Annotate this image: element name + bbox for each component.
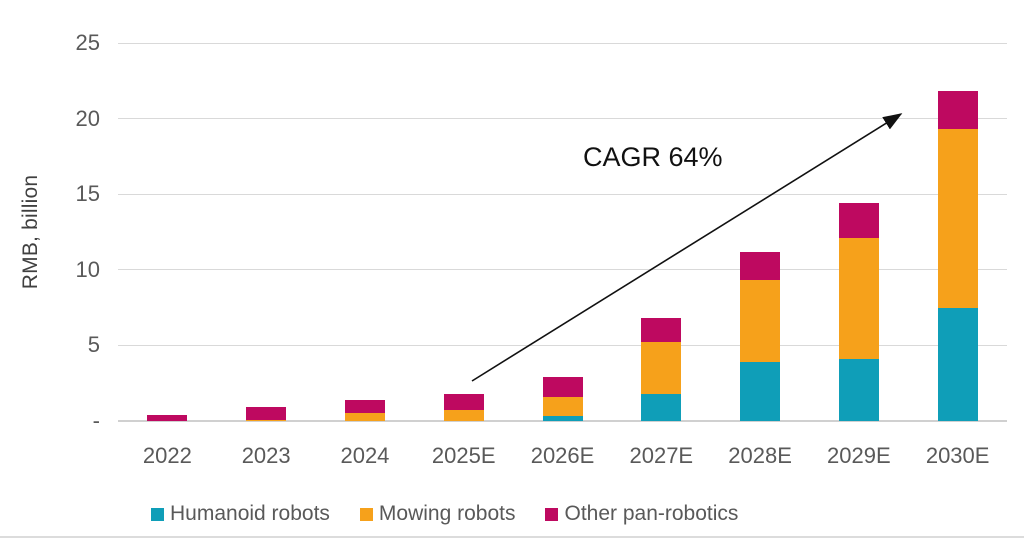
bar-2029e — [809, 43, 908, 421]
x-tick-label-2030e: 2030E — [925, 443, 990, 468]
x-tick-label-2022: 2022 — [142, 443, 192, 468]
legend-swatch-mowing-robots — [359, 507, 373, 521]
bar-2027e — [612, 43, 711, 421]
y-tick-label: 5 — [87, 332, 100, 358]
bars-container — [118, 43, 1007, 421]
legend-label: Other pan-robotics — [564, 502, 739, 525]
y-tick-label: - — [92, 408, 100, 433]
bar-segment-2022-other-pan-robotics — [147, 414, 188, 421]
cagr-annotation: CAGR 64% — [583, 142, 723, 172]
x-axis-labels: 2022 2023 2024 2025E 2026E 2027E 2028E 2029E 203… — [118, 443, 1007, 469]
bar-segment-2030e-other-pan-robotics — [937, 91, 978, 130]
x-tick-label-2026e: 2026E — [530, 443, 595, 468]
x-tick-label-2027e: 2027E — [629, 443, 694, 468]
bar-segment-2026e-mowing-robots — [542, 396, 583, 417]
bar-segment-2024-other-pan-robotics — [344, 399, 385, 414]
bar-segment-2027e-other-pan-robotics — [641, 318, 682, 343]
bar-2023 — [217, 43, 316, 421]
bar-segment-2026e-humanoid-robots — [542, 416, 583, 421]
legend-swatch-humanoid-robots — [151, 507, 164, 521]
bar-2024 — [316, 43, 415, 421]
bar-segment-2028e-humanoid-robots — [740, 362, 781, 421]
legend-label: Mowing robots — [378, 502, 516, 525]
bar-2030e — [908, 43, 1007, 421]
bar-segment-2024-mowing-robots — [344, 413, 385, 421]
x-axis-line — [118, 420, 1007, 422]
bar-segment-2027e-mowing-robots — [641, 342, 682, 394]
bottom-divider — [0, 536, 1024, 538]
y-tick-label: 20 — [75, 105, 100, 131]
x-tick-label-2023: 2023 — [241, 443, 291, 468]
y-tick-label: 15 — [75, 181, 100, 207]
legend-swatch-other-pan-robotics — [545, 507, 559, 521]
x-tick-label-2029e: 2029E — [827, 443, 891, 468]
x-tick-label-2024: 2024 — [340, 443, 390, 468]
bar-segment-2029e-mowing-robots — [838, 238, 879, 360]
bar-2025e — [414, 43, 513, 421]
legend: Humanoid robots Mowing robots Other pan-ro… — [151, 502, 738, 526]
legend-label: Humanoid robots — [170, 502, 330, 525]
bar-segment-2029e-other-pan-robotics — [838, 203, 879, 239]
bar-segment-2027e-humanoid-robots — [641, 393, 682, 421]
bar-segment-2030e-humanoid-robots — [937, 307, 978, 421]
bar-segment-2025e-other-pan-robotics — [443, 393, 484, 411]
bar-2028e — [711, 43, 810, 421]
bar-2022 — [118, 43, 217, 421]
bar-segment-2026e-other-pan-robotics — [542, 377, 583, 397]
y-axis-tick-labels: - 5 10 15 20 25 — [0, 32, 100, 432]
legend-item-mowing-robots: Mowing robots — [359, 502, 516, 526]
bar-segment-2030e-mowing-robots — [937, 129, 978, 308]
x-tick-label-2025e: 2025E — [431, 443, 496, 468]
x-tick-label-2028e: 2028E — [728, 443, 792, 468]
plot-area — [118, 42, 1007, 422]
bar-segment-2025e-mowing-robots — [443, 410, 484, 421]
bar-2026e — [513, 43, 612, 421]
legend-item-other-pan-robotics: Other pan-robotics — [545, 502, 738, 526]
bar-segment-2023-mowing-robots — [246, 419, 287, 421]
y-tick-label: 10 — [75, 256, 100, 282]
y-tick-label: 25 — [75, 30, 100, 55]
gridline-25 — [118, 42, 1007, 44]
bar-segment-2029e-humanoid-robots — [838, 359, 879, 421]
bar-segment-2028e-mowing-robots — [740, 280, 781, 363]
bar-segment-2023-other-pan-robotics — [246, 407, 287, 420]
bar-segment-2028e-other-pan-robotics — [740, 251, 781, 281]
legend-item-humanoid-robots: Humanoid robots — [151, 502, 330, 526]
